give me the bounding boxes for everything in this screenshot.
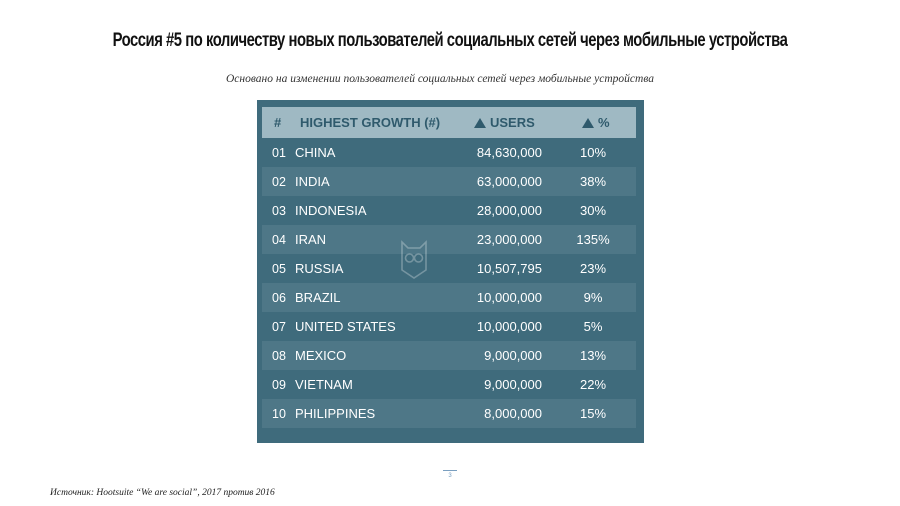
triangle-up-icon xyxy=(474,117,486,128)
header-country: HIGHEST GROWTH (#) xyxy=(300,115,441,130)
row-pct: 13% xyxy=(579,348,607,363)
row-pct: 22% xyxy=(579,377,607,392)
row-country: IRAN xyxy=(295,232,327,247)
row-country: PHILIPPINES xyxy=(295,406,376,421)
row-pct: 5% xyxy=(583,319,603,334)
row-pct: 10% xyxy=(579,145,607,160)
row-pct: 38% xyxy=(579,174,607,189)
header-pct-label: % xyxy=(598,115,610,130)
row-users: 28,000,000 xyxy=(476,203,542,218)
row-users: 10,000,000 xyxy=(476,319,542,334)
row-pct: 135% xyxy=(576,232,610,247)
header-users: USERS xyxy=(474,107,535,138)
row-num: 09 xyxy=(272,377,286,392)
slide-title: Россия #5 по количеству новых пользовате… xyxy=(112,30,788,51)
row-country: INDONESIA xyxy=(295,203,367,218)
row-users: 23,000,000 xyxy=(476,232,542,247)
row-users: 10,000,000 xyxy=(476,290,542,305)
row-users: 10,507,795 xyxy=(476,261,542,276)
row-country: INDIA xyxy=(295,174,330,189)
table-row: 01 CHINA 84,630,000 10% xyxy=(262,138,636,167)
row-country: CHINA xyxy=(295,145,336,160)
row-country: UNITED STATES xyxy=(295,319,396,334)
table-header-row: # HIGHEST GROWTH (#) USERS % xyxy=(262,107,636,138)
row-num: 01 xyxy=(272,145,286,160)
table-row: 03 INDONESIA 28,000,000 30% xyxy=(262,196,636,225)
growth-table: # HIGHEST GROWTH (#) USERS % 01 CHINA 84… xyxy=(257,100,644,443)
table-row: 02 INDIA 63,000,000 38% xyxy=(262,167,636,196)
row-num: 04 xyxy=(272,232,286,247)
row-country: BRAZIL xyxy=(295,290,341,305)
table-row: 09 VIETNAM 9,000,000 22% xyxy=(262,370,636,399)
row-users: 84,630,000 xyxy=(476,145,542,160)
row-num: 10 xyxy=(272,406,286,421)
row-users: 8,000,000 xyxy=(484,406,542,421)
row-country: VIETNAM xyxy=(295,377,353,392)
row-users: 63,000,000 xyxy=(476,174,542,189)
row-pct: 30% xyxy=(579,203,607,218)
table-row: 07 UNITED STATES 10,000,000 5% xyxy=(262,312,636,341)
row-pct: 9% xyxy=(583,290,603,305)
row-pct: 23% xyxy=(579,261,607,276)
row-num: 05 xyxy=(272,261,286,276)
table-row: 05 RUSSIA 10,507,795 23% xyxy=(262,254,636,283)
table-body: 01 CHINA 84,630,000 10% 02 INDIA 63,000,… xyxy=(262,138,636,428)
source-note: Источник: Hootsuite “We are social”, 201… xyxy=(50,488,275,498)
slide-subtitle: Основано на изменении пользователей соци… xyxy=(226,73,654,85)
table-row: 10 PHILIPPINES 8,000,000 15% xyxy=(262,399,636,428)
table-row: 08 MEXICO 9,000,000 13% xyxy=(262,341,636,370)
row-country: RUSSIA xyxy=(295,261,344,276)
triangle-up-icon xyxy=(582,117,594,128)
owl-logo-icon xyxy=(401,240,427,279)
row-users: 9,000,000 xyxy=(484,377,542,392)
header-pct: % xyxy=(582,107,610,138)
row-country: MEXICO xyxy=(295,348,347,363)
page-number: 3 xyxy=(443,470,457,479)
table-row: 04 IRAN 23,000,000 135% xyxy=(262,225,636,254)
row-pct: 15% xyxy=(579,406,607,421)
row-num: 07 xyxy=(272,319,286,334)
row-num: 06 xyxy=(272,290,286,305)
table-row: 06 BRAZIL 10,000,000 9% xyxy=(262,283,636,312)
header-users-label: USERS xyxy=(490,115,535,130)
header-num: # xyxy=(274,115,282,130)
row-num: 02 xyxy=(272,174,286,189)
row-users: 9,000,000 xyxy=(484,348,542,363)
row-num: 03 xyxy=(272,203,286,218)
row-num: 08 xyxy=(272,348,286,363)
